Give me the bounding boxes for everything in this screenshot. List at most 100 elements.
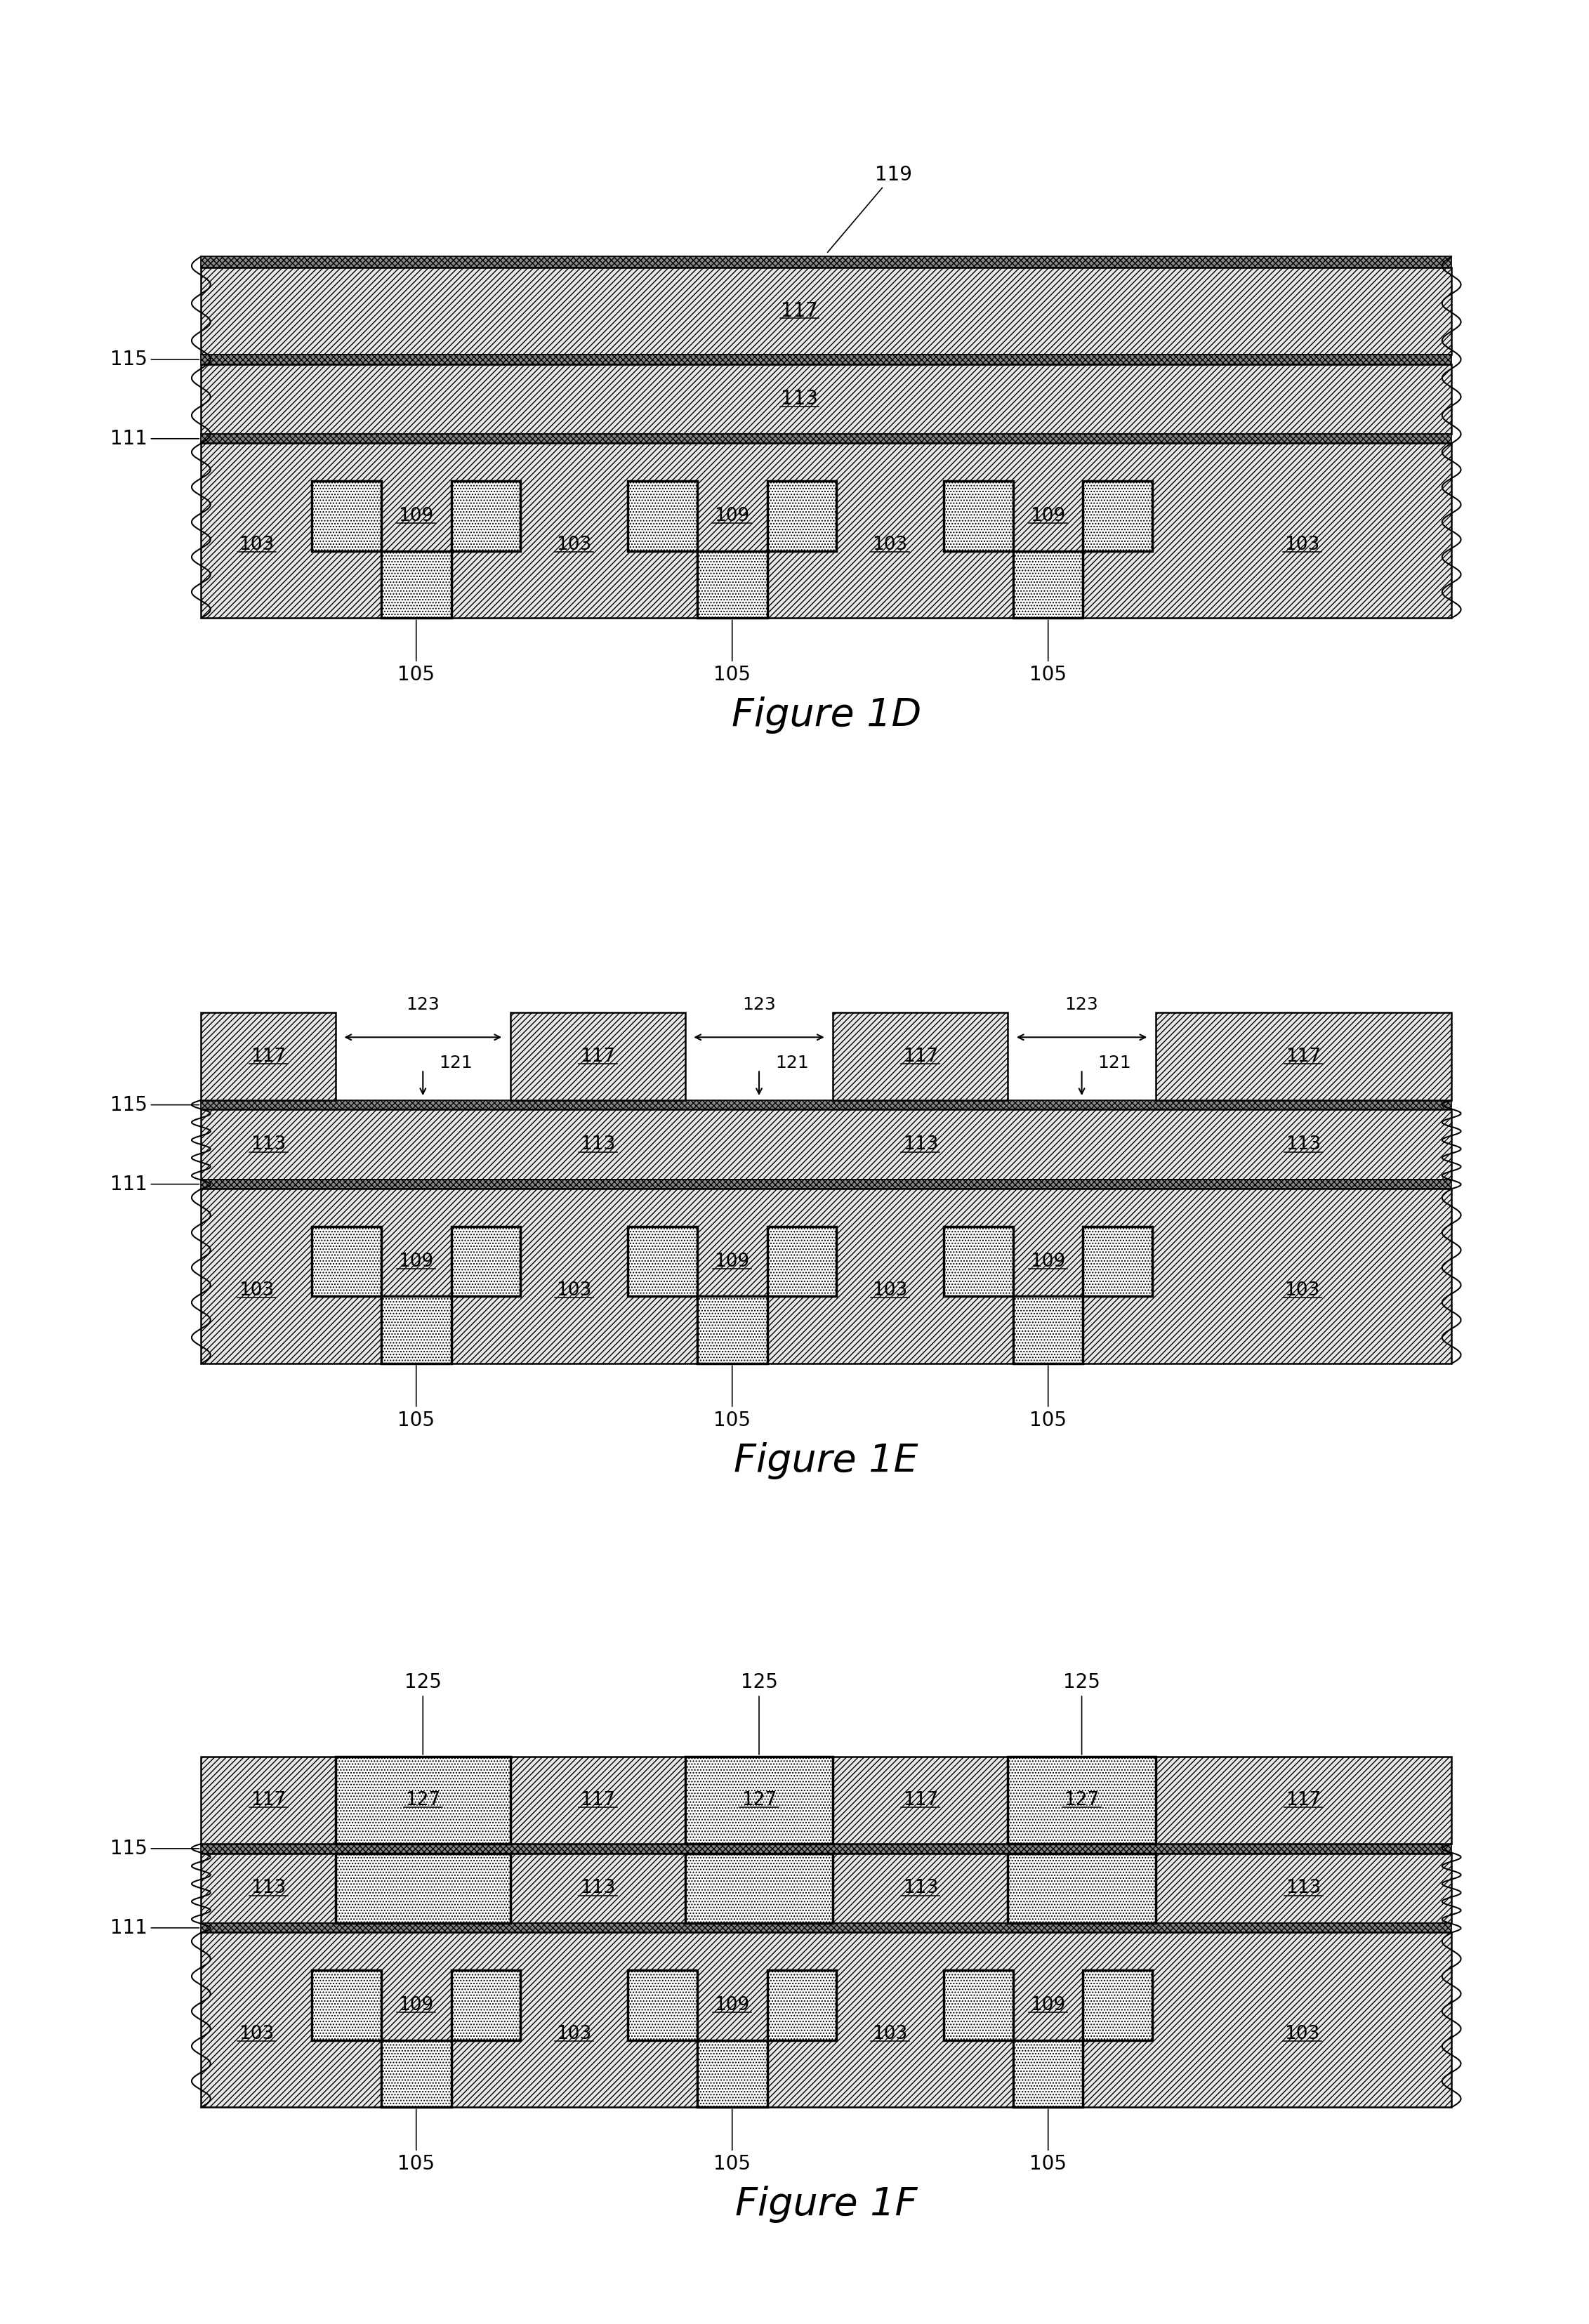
Text: 105: 105 — [1030, 621, 1066, 686]
Text: 117: 117 — [903, 1792, 938, 1810]
Polygon shape — [311, 1971, 521, 2108]
Bar — [1007, 1757, 1155, 1843]
Bar — [202, 444, 1451, 618]
Text: 119: 119 — [828, 165, 912, 253]
Bar — [833, 1757, 1007, 1843]
Bar — [202, 1924, 1451, 1934]
Text: 121: 121 — [1098, 1055, 1131, 1071]
Bar — [510, 1757, 685, 1843]
Text: 127: 127 — [1065, 1792, 1100, 1810]
Polygon shape — [628, 481, 836, 618]
Text: 117: 117 — [251, 1792, 286, 1810]
Bar — [202, 1934, 1451, 2108]
Bar — [1155, 1757, 1451, 1843]
Text: 105: 105 — [397, 621, 435, 686]
Text: 121: 121 — [775, 1055, 809, 1071]
Text: 113: 113 — [780, 388, 818, 409]
Text: 109: 109 — [399, 507, 434, 525]
Text: 111: 111 — [110, 1917, 199, 1938]
Text: 113: 113 — [1286, 1880, 1320, 1896]
Bar — [202, 356, 1451, 365]
Polygon shape — [628, 1227, 836, 1364]
Bar — [510, 1013, 685, 1099]
Bar — [1007, 1852, 1155, 1924]
Bar — [833, 1013, 1007, 1099]
Bar — [202, 365, 1451, 435]
Polygon shape — [311, 481, 521, 618]
Bar — [202, 1757, 335, 1843]
Text: 103: 103 — [1284, 2024, 1319, 2043]
Text: 115: 115 — [110, 349, 199, 370]
Text: 103: 103 — [238, 1281, 275, 1299]
Text: 105: 105 — [397, 1367, 435, 1429]
Text: 109: 109 — [1031, 1996, 1066, 2015]
Bar — [202, 1099, 1451, 1109]
Text: 109: 109 — [1031, 1253, 1066, 1271]
Text: 127: 127 — [742, 1792, 777, 1810]
Polygon shape — [944, 481, 1152, 618]
Bar — [202, 1843, 1451, 1852]
Text: 117: 117 — [1286, 1792, 1320, 1810]
Text: 123: 123 — [1065, 997, 1098, 1013]
Text: 109: 109 — [1031, 507, 1066, 525]
Text: 111: 111 — [110, 430, 199, 449]
Text: 109: 109 — [715, 1253, 750, 1271]
Bar — [202, 435, 1451, 444]
Text: 103: 103 — [1284, 1281, 1319, 1299]
Text: 121: 121 — [439, 1055, 472, 1071]
Text: 117: 117 — [580, 1048, 615, 1067]
Bar — [202, 267, 1451, 356]
Text: 113: 113 — [1286, 1136, 1320, 1153]
Bar — [202, 1190, 1451, 1364]
Text: 113: 113 — [580, 1880, 615, 1896]
Bar — [202, 1013, 335, 1099]
Text: 117: 117 — [780, 302, 818, 321]
Text: 103: 103 — [872, 535, 907, 553]
Text: 109: 109 — [715, 1996, 750, 2015]
Bar — [1155, 1013, 1451, 1099]
Text: 113: 113 — [903, 1880, 938, 1896]
Text: 109: 109 — [399, 1253, 434, 1271]
Text: 117: 117 — [251, 1048, 286, 1067]
Text: 103: 103 — [556, 535, 591, 553]
Text: 103: 103 — [238, 535, 275, 553]
Bar — [685, 1757, 833, 1843]
Text: 105: 105 — [713, 1367, 750, 1429]
Text: 117: 117 — [903, 1048, 938, 1067]
Text: 127: 127 — [405, 1792, 440, 1810]
Text: 113: 113 — [903, 1136, 938, 1153]
Bar — [202, 1852, 1451, 1924]
Text: 117: 117 — [1286, 1048, 1320, 1067]
Bar — [202, 1181, 1451, 1190]
Text: 103: 103 — [556, 1281, 591, 1299]
Polygon shape — [628, 1971, 836, 2108]
Text: 103: 103 — [556, 2024, 591, 2043]
Text: 105: 105 — [713, 2110, 750, 2173]
Text: 103: 103 — [238, 2024, 275, 2043]
Text: 105: 105 — [397, 2110, 435, 2173]
Text: Figure 1E: Figure 1E — [734, 1441, 918, 1478]
Text: Figure 1F: Figure 1F — [736, 2185, 917, 2222]
Text: 103: 103 — [1284, 535, 1319, 553]
Text: 113: 113 — [251, 1136, 286, 1153]
Text: 115: 115 — [110, 1095, 199, 1116]
Bar — [685, 1852, 833, 1924]
Text: Figure 1D: Figure 1D — [731, 697, 922, 734]
Polygon shape — [944, 1971, 1152, 2108]
Text: 103: 103 — [872, 1281, 907, 1299]
Text: 105: 105 — [1030, 1367, 1066, 1429]
Polygon shape — [311, 1227, 521, 1364]
Text: 103: 103 — [872, 2024, 907, 2043]
Text: 123: 123 — [742, 997, 775, 1013]
Text: 105: 105 — [1030, 2110, 1066, 2173]
Bar — [335, 1852, 510, 1924]
Bar — [202, 256, 1451, 267]
Text: 117: 117 — [580, 1792, 615, 1810]
Text: 123: 123 — [407, 997, 440, 1013]
Text: 113: 113 — [251, 1880, 286, 1896]
Text: 113: 113 — [580, 1136, 615, 1153]
Text: 111: 111 — [110, 1174, 199, 1195]
Text: 115: 115 — [110, 1838, 199, 1859]
Text: 105: 105 — [713, 621, 750, 686]
Text: 125: 125 — [740, 1673, 777, 1755]
